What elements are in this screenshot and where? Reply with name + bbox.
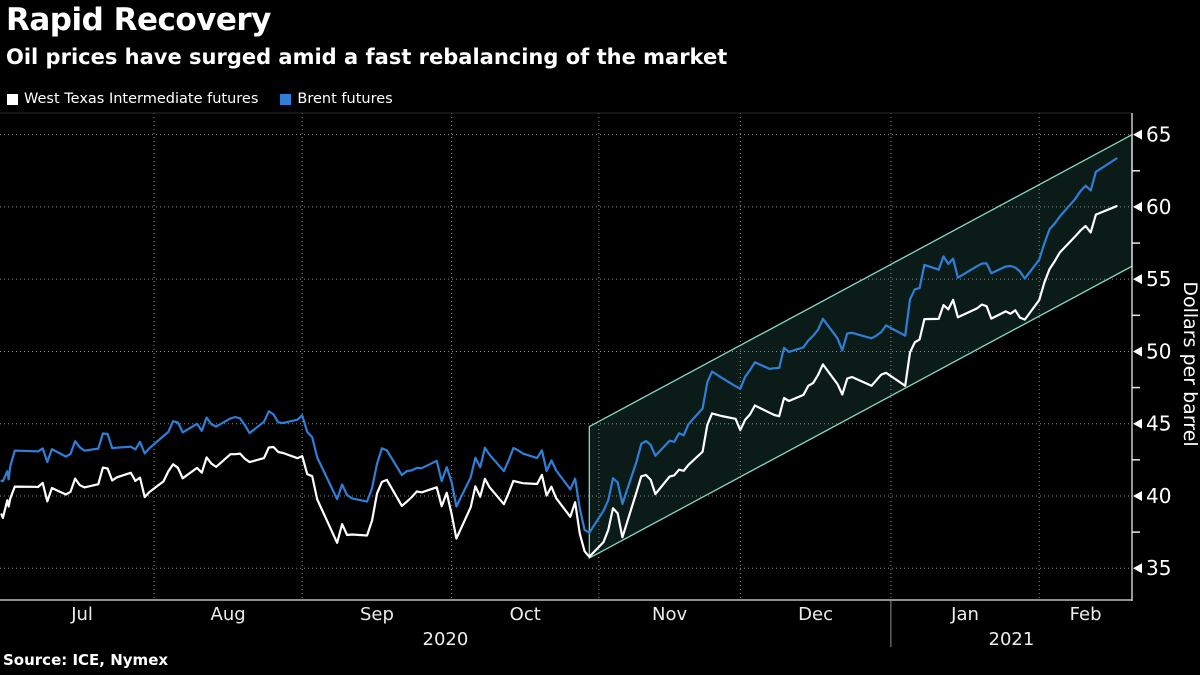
svg-text:2020: 2020: [423, 629, 469, 650]
source-note: Source: ICE, Nymex: [3, 651, 169, 669]
legend: West Texas Intermediate futures Brent fu…: [7, 91, 393, 107]
gridlines: [0, 113, 1132, 600]
legend-item-wti: West Texas Intermediate futures: [7, 91, 258, 107]
svg-text:Nov: Nov: [652, 604, 687, 625]
legend-item-brent: Brent futures: [280, 91, 393, 107]
svg-text:Jan: Jan: [950, 604, 979, 625]
svg-text:55: 55: [1146, 267, 1171, 291]
y-axis-title: Dollars per barrel: [1179, 281, 1200, 446]
svg-text:50: 50: [1146, 339, 1171, 363]
chart-title: Rapid Recovery: [6, 2, 271, 38]
brent-swatch-icon: [280, 93, 292, 105]
svg-text:45: 45: [1146, 412, 1171, 436]
legend-label-brent: Brent futures: [297, 91, 393, 107]
axes: [0, 113, 1133, 601]
wti-swatch-icon: [7, 93, 18, 105]
svg-text:2021: 2021: [989, 629, 1035, 650]
svg-text:Jul: Jul: [70, 604, 93, 625]
chart-subtitle: Oil prices have surged amid a fast rebal…: [6, 45, 728, 69]
svg-text:Feb: Feb: [1070, 604, 1102, 625]
x-axis: Jul Aug Sep Oct Nov Dec Jan Feb 2020 2021: [70, 600, 1102, 650]
svg-text:Aug: Aug: [211, 604, 246, 625]
svg-text:Dec: Dec: [798, 604, 833, 625]
svg-text:60: 60: [1146, 195, 1171, 219]
wti-line: [0, 205, 1118, 558]
svg-text:Oct: Oct: [510, 604, 541, 625]
legend-label-wti: West Texas Intermediate futures: [24, 91, 259, 107]
brent-line: [0, 157, 1118, 534]
svg-text:65: 65: [1146, 123, 1171, 147]
trend-channel-fill: [589, 134, 1132, 559]
svg-text:Sep: Sep: [360, 604, 394, 625]
svg-text:35: 35: [1146, 556, 1171, 580]
y-axis: 35 40 45 50 55 60 65 Dollars per barrel: [1132, 123, 1200, 580]
svg-text:40: 40: [1146, 484, 1171, 508]
